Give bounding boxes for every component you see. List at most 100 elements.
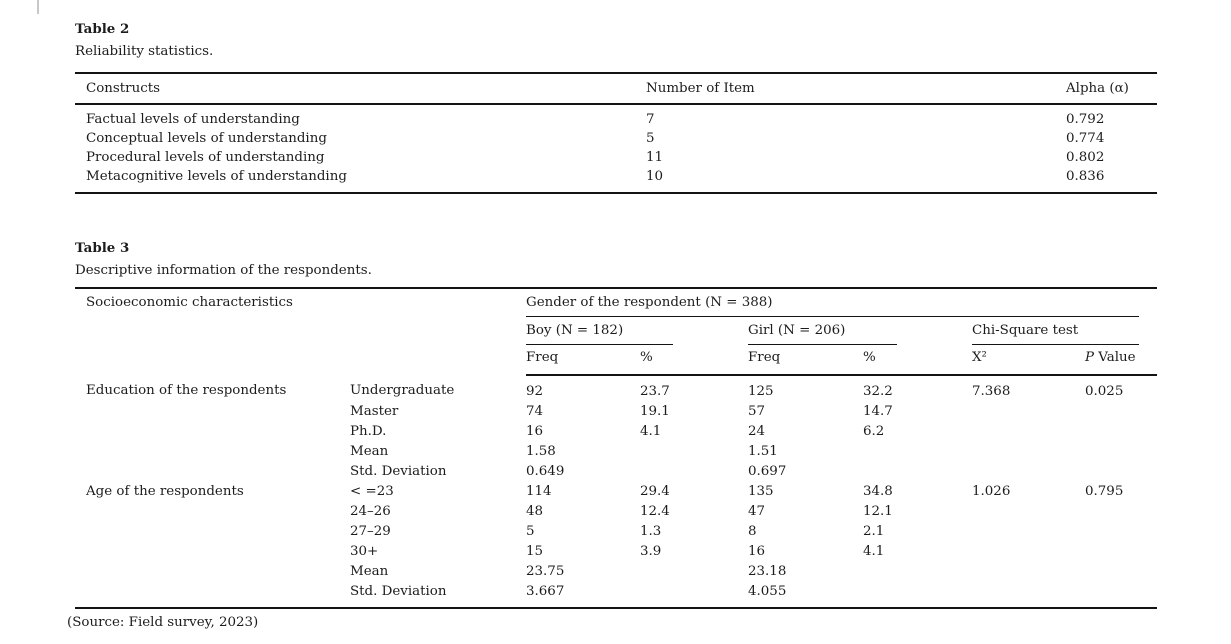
- column-header-socioeconomic: Socioeconomic characteristics: [75, 287, 526, 375]
- table-cell: 24: [748, 424, 766, 439]
- girl-group-label: Girl (N = 206): [748, 317, 897, 345]
- table3-body: Education of the respondents Undergraduat…: [75, 375, 1157, 608]
- column-header-chi-statistic: X²: [972, 345, 1085, 376]
- group-header-chi-square: Chi-Square test: [972, 317, 1157, 345]
- table-cell: Mean: [350, 564, 389, 579]
- table-row: Factual levels of understanding 7 0.792: [75, 104, 1157, 129]
- table-cell: [972, 462, 1085, 482]
- table-row: 30+ 15 3.9 16 4.1: [75, 542, 1157, 562]
- table-cell: 92: [526, 384, 544, 399]
- table-cell: 0.649: [526, 464, 565, 479]
- group-header-boy: Boy (N = 182): [526, 317, 748, 345]
- table-cell: 5: [526, 524, 535, 539]
- table-row: Education of the respondents Undergraduat…: [75, 375, 1157, 402]
- table2-section: Table 2 Reliability statistics. Construc…: [75, 22, 1157, 194]
- table3-header: Socioeconomic characteristics Gender of …: [75, 287, 1158, 376]
- table-cell: [863, 582, 972, 608]
- table-cell: [863, 562, 972, 582]
- table-cell: [972, 402, 1085, 422]
- table-cell: [1085, 542, 1157, 562]
- table-cell: [972, 582, 1085, 608]
- table-cell: [972, 422, 1085, 442]
- table-row: Age of the respondents < =23 114 29.4 135 34.…: [75, 482, 1157, 502]
- table-cell: [640, 442, 748, 462]
- table-cell: Mean: [350, 444, 389, 459]
- table-cell: Metacognitive levels of understanding: [86, 169, 347, 184]
- table-cell: 3.9: [640, 544, 662, 559]
- table3-header-row-2: Boy (N = 182) Girl (N = 206) Chi-Square …: [75, 317, 1157, 345]
- column-header-boy-pct: %: [640, 345, 748, 376]
- table-cell: Std. Deviation: [350, 584, 447, 599]
- column-header-girl-pct: %: [863, 345, 972, 376]
- table-row: Conceptual levels of understanding 5 0.774: [75, 129, 1157, 148]
- table-cell: 1.58: [526, 444, 556, 459]
- table-cell: 0.697: [748, 464, 787, 479]
- table2-header: Constructs Number of Item Alpha (α): [75, 72, 1157, 105]
- table-cell: [863, 462, 972, 482]
- table-cell: 1.3: [640, 524, 662, 539]
- table-cell: [972, 562, 1085, 582]
- column-header-number-of-item: Number of Item: [646, 72, 1066, 105]
- group-header-girl: Girl (N = 206): [748, 317, 972, 345]
- table2-header-row: Constructs Number of Item Alpha (α): [75, 72, 1157, 105]
- table-cell: [75, 562, 350, 582]
- table-cell: 47: [748, 504, 766, 519]
- page-edge-artifact: [37, 0, 39, 14]
- table-cell: [1085, 422, 1157, 442]
- table-cell: 23.75: [526, 564, 565, 579]
- table3-header-row-3: Freq % Freq % X² P Value: [75, 345, 1158, 376]
- table-cell: 8: [748, 524, 757, 539]
- table-cell: [640, 582, 748, 608]
- table-cell: 5: [646, 131, 655, 146]
- table-cell: 1.026: [972, 484, 1011, 499]
- table-cell: [972, 442, 1085, 462]
- table-cell: 0.836: [1066, 169, 1105, 184]
- table-cell: 12.4: [640, 504, 670, 519]
- table-cell: 135: [748, 484, 774, 499]
- table-cell: [75, 402, 350, 422]
- table-cell: 6.2: [863, 424, 885, 439]
- table-cell: 27–29: [350, 524, 391, 539]
- table-cell: 4.1: [640, 424, 662, 439]
- table-cell: [75, 502, 350, 522]
- table-cell: Procedural levels of understanding: [86, 150, 325, 165]
- table-cell: 19.1: [640, 404, 670, 419]
- table-cell: [640, 562, 748, 582]
- table-cell: 0.795: [1085, 484, 1124, 499]
- table-cell: 4.055: [748, 584, 787, 599]
- table-row: Mean 1.58 1.51: [75, 442, 1157, 462]
- table-cell: [75, 462, 350, 482]
- column-header-alpha: Alpha (α): [1066, 72, 1157, 105]
- table2-caption: Reliability statistics.: [75, 44, 214, 59]
- table-cell: 16: [526, 424, 544, 439]
- p-value-rest: Value: [1094, 350, 1136, 365]
- table3-caption: Descriptive information of the responden…: [75, 263, 372, 278]
- table-cell: [972, 522, 1085, 542]
- table-cell: [1085, 562, 1157, 582]
- table-row: Mean 23.75 23.18: [75, 562, 1157, 582]
- table-cell: [1085, 522, 1157, 542]
- table-cell: [863, 442, 972, 462]
- table-cell: 7: [646, 112, 655, 127]
- source-note: (Source: Field survey, 2023): [67, 615, 259, 630]
- table-cell: [640, 462, 748, 482]
- table-cell: [75, 442, 350, 462]
- table-cell: 0.802: [1066, 150, 1105, 165]
- table-cell: Education of the respondents: [86, 383, 287, 398]
- table-cell: Conceptual levels of understanding: [86, 131, 327, 146]
- table-cell: < =23: [350, 484, 394, 499]
- reliability-statistics-table: Constructs Number of Item Alpha (α) Fact…: [75, 72, 1157, 194]
- table-row: Metacognitive levels of understanding 10 0…: [75, 167, 1157, 193]
- group-header-gender: Gender of the respondent (N = 388): [526, 287, 1158, 317]
- table-cell: 29.4: [640, 484, 670, 499]
- table-row: 27–29 5 1.3 8 2.1: [75, 522, 1157, 542]
- table-cell: 74: [526, 404, 544, 419]
- table-cell: 34.8: [863, 484, 893, 499]
- p-value-italic-p: P: [1085, 350, 1095, 365]
- column-header-boy-freq: Freq: [526, 345, 640, 376]
- chi-square-group-label: Chi-Square test: [972, 317, 1140, 345]
- table-row: 24–26 48 12.4 47 12.1: [75, 502, 1157, 522]
- tables-column: Table 2 Reliability statistics. Construc…: [67, 22, 1158, 631]
- table-cell: 57: [748, 404, 766, 419]
- table-cell: Factual levels of understanding: [86, 112, 300, 127]
